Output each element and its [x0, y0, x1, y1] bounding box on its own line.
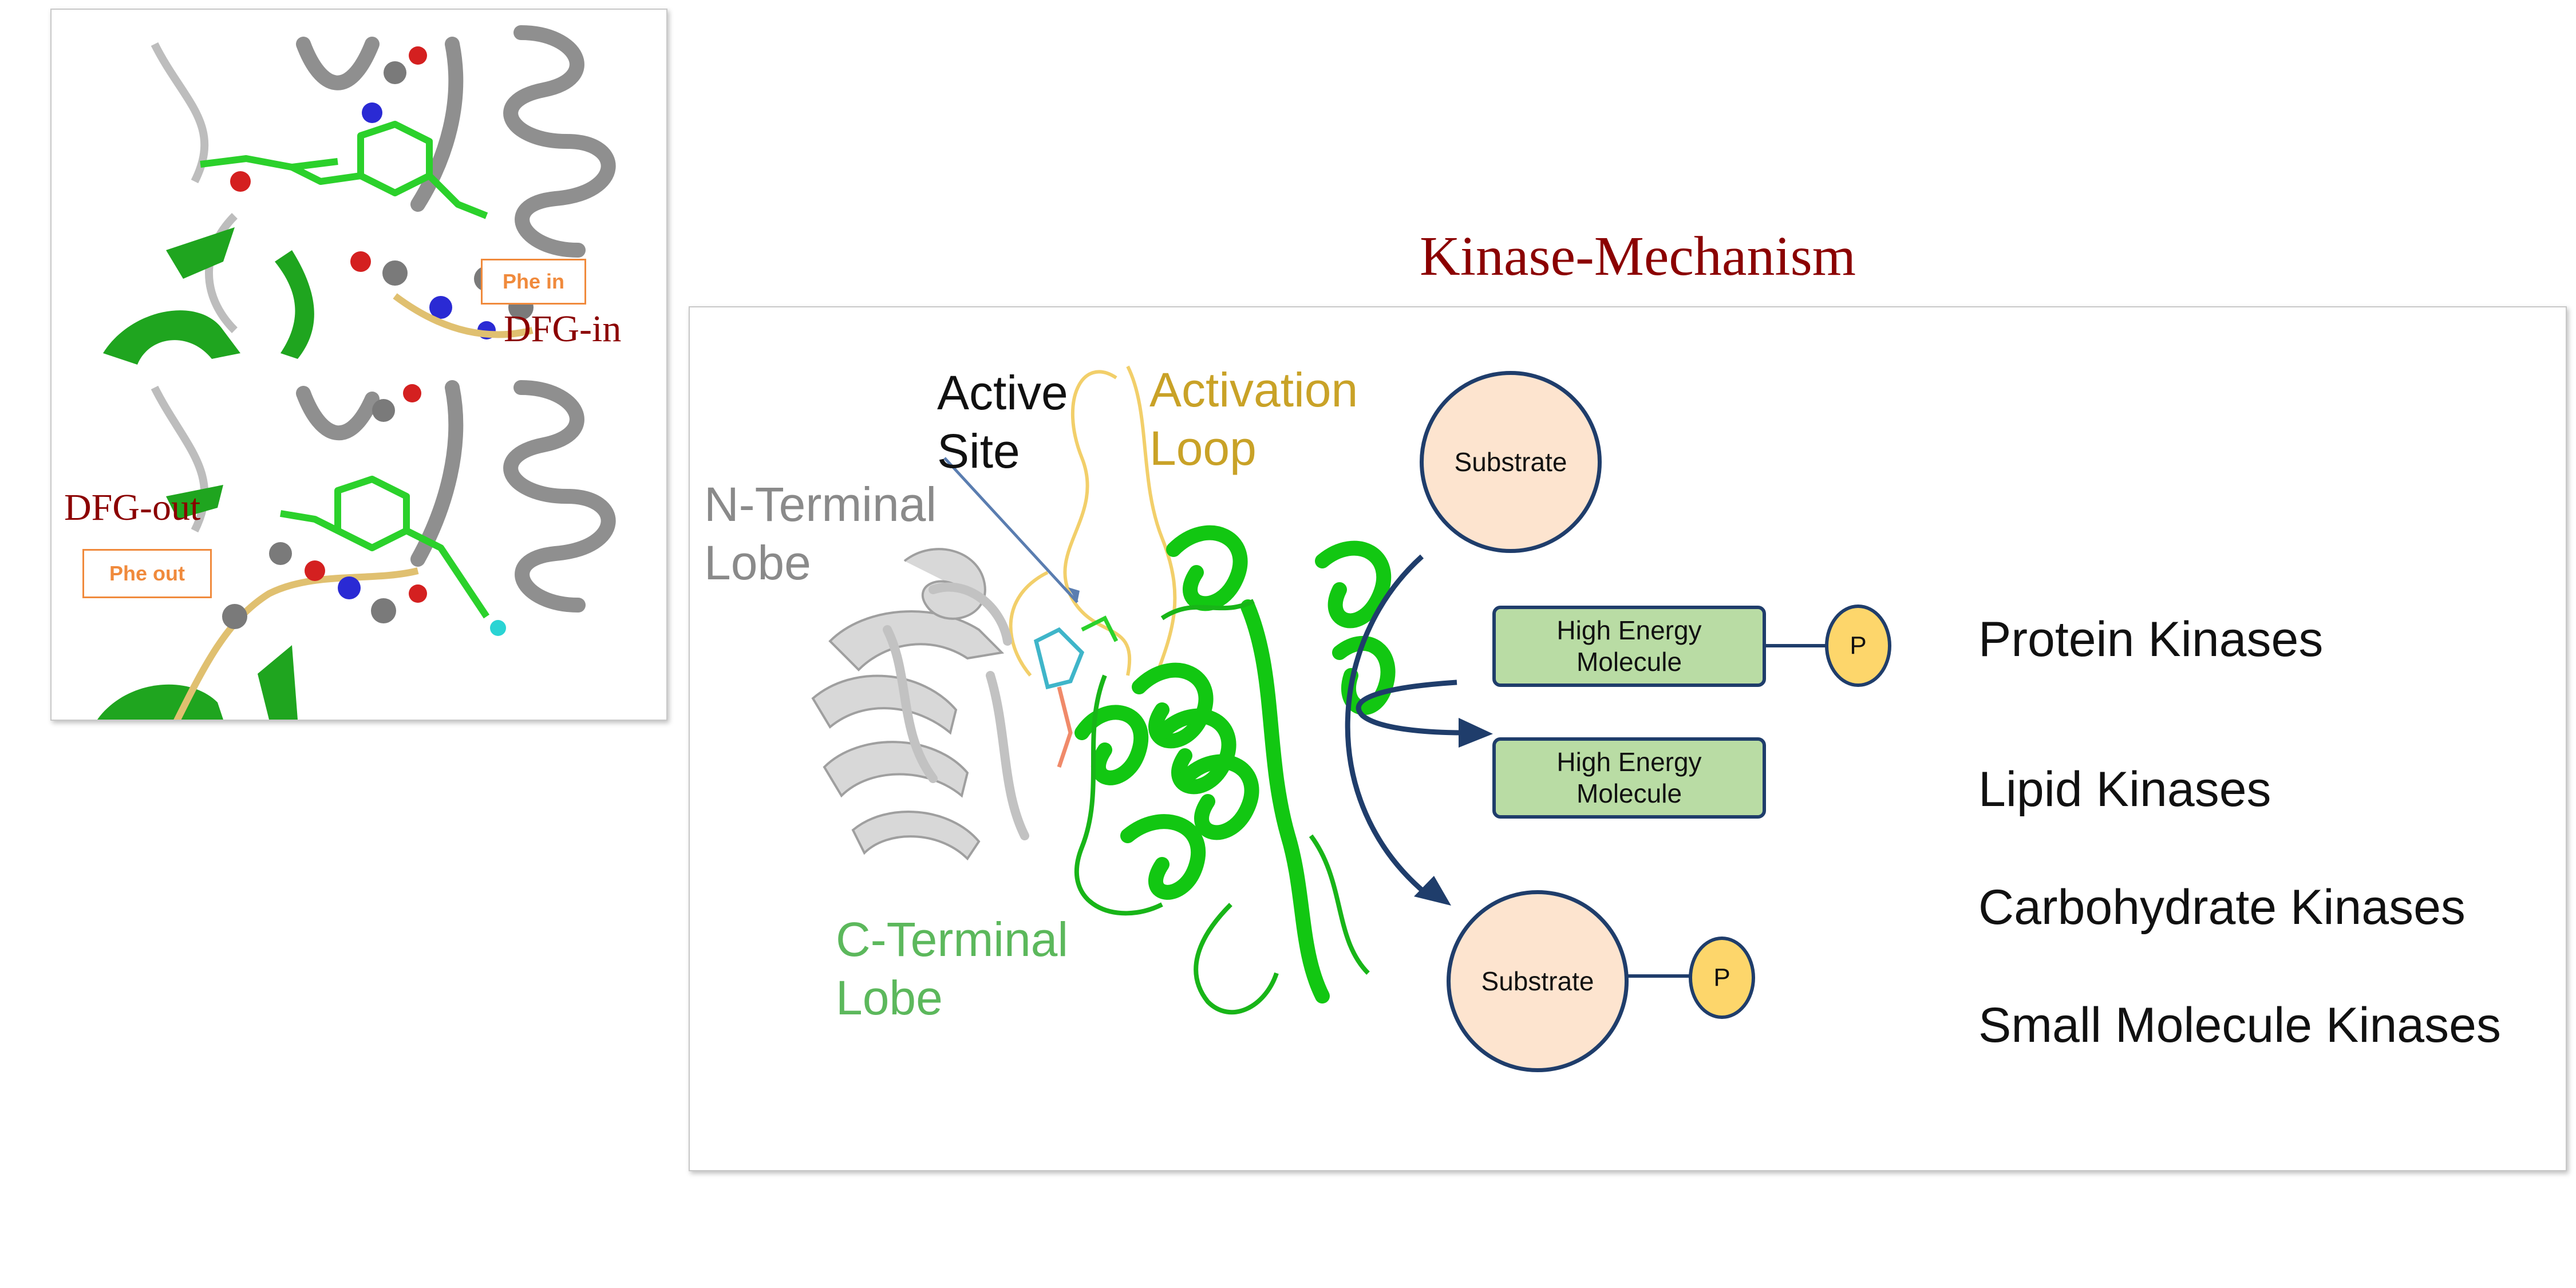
high-energy-molecule-donor: High Energy Molecule: [1492, 606, 1766, 687]
substrate-circle: Substrate: [1420, 371, 1602, 553]
dfg-in-label: DFG-in: [504, 308, 622, 350]
activation-loop-label: Activation Loop: [1149, 363, 1358, 476]
kinase-type-small-molecule: Small Molecule Kinases: [1978, 998, 2501, 1053]
kinase-type-protein: Protein Kinases: [1978, 612, 2324, 667]
dfg-in-structure: [52, 10, 666, 365]
phosphate-circle-donor: P: [1825, 605, 1891, 687]
kinase-type-carbohydrate: Carbohydrate Kinases: [1978, 880, 2466, 935]
active-site-label: Active Site: [937, 366, 1068, 479]
page-title: Kinase-Mechanism: [1420, 226, 1856, 287]
high-energy-molecule-spent: High Energy Molecule: [1492, 737, 1766, 819]
phe-out-label: Phe out: [82, 549, 212, 598]
dfg-out-label: DFG-out: [64, 487, 201, 528]
c-terminal-lobe-label: C-Terminal Lobe: [836, 912, 1069, 1025]
n-terminal-lobe-label: N-Terminal Lobe: [704, 477, 937, 590]
kinase-type-lipid: Lipid Kinases: [1978, 762, 2271, 817]
phosphate-circle-product: P: [1689, 937, 1755, 1019]
kinase-structure-illustration: [811, 365, 1396, 1015]
phosphorylated-substrate-circle: Substrate: [1447, 890, 1629, 1072]
phe-in-label: Phe in: [481, 259, 586, 305]
dfg-inset-panel: Phe in DFG-in DFG-out Phe out: [50, 9, 667, 721]
dfg-out-structure: [52, 376, 666, 720]
